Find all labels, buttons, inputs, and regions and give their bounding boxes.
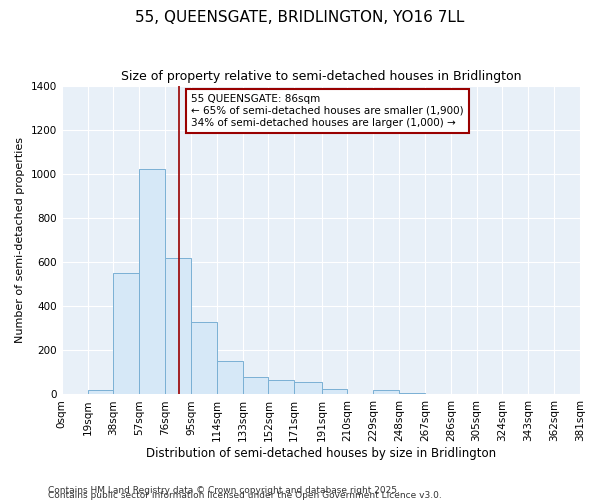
Bar (165, 258, 191, 394)
Text: 55 QUEENSGATE: 86sqm
← 65% of semi-detached houses are smaller (1,900)
34% of se: 55 QUEENSGATE: 86sqm ← 65% of semi-detac… (191, 94, 464, 128)
Text: Contains HM Land Registry data © Crown copyright and database right 2025.: Contains HM Land Registry data © Crown c… (48, 486, 400, 495)
Bar (113, 273, 139, 394)
Bar (322, 389, 347, 394)
Bar (88, 390, 113, 394)
Text: Contains public sector information licensed under the Open Government Licence v3: Contains public sector information licen… (48, 491, 442, 500)
X-axis label: Distribution of semi-detached houses by size in Bridlington: Distribution of semi-detached houses by … (146, 447, 496, 460)
Text: 55, QUEENSGATE, BRIDLINGTON, YO16 7LL: 55, QUEENSGATE, BRIDLINGTON, YO16 7LL (136, 10, 464, 25)
Y-axis label: Number of semi-detached properties: Number of semi-detached properties (15, 137, 25, 343)
Bar (373, 390, 399, 394)
Bar (217, 362, 242, 394)
Bar (139, 170, 165, 394)
Bar (295, 382, 322, 394)
Bar (242, 377, 268, 394)
Bar (191, 322, 217, 394)
Bar (268, 380, 295, 394)
Title: Size of property relative to semi-detached houses in Bridlington: Size of property relative to semi-detach… (121, 70, 521, 83)
